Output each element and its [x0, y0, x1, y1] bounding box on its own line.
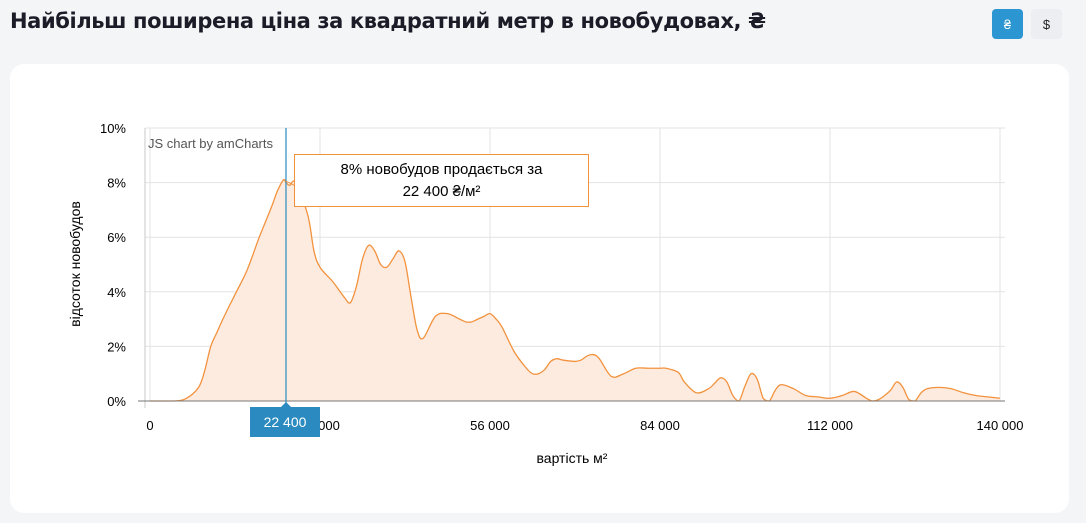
y-tick-labels: 0% 2% 4% 6% 8% 10%: [100, 121, 126, 409]
x-tick-label: 140 000: [977, 418, 1024, 433]
tooltip-pointer: [285, 180, 295, 186]
y-tick-label: 0%: [107, 394, 126, 409]
currency-uah-button[interactable]: ₴: [992, 9, 1023, 39]
series-line: [150, 178, 1001, 402]
x-axis-title: вартість м²: [537, 450, 608, 466]
y-tick-label: 8%: [107, 176, 126, 191]
currency-usd-button[interactable]: $: [1031, 9, 1062, 39]
tooltip: 8% новобудов продається за 22 400 ₴/м²: [294, 154, 589, 207]
axes: [138, 128, 1005, 408]
y-tick-label: 2%: [107, 339, 126, 354]
cursor-x-label: 22 400: [250, 407, 320, 437]
x-tick-label: 84 000: [640, 418, 680, 433]
series-area-fill: [150, 179, 1000, 401]
x-tick-label: 112 000: [807, 418, 853, 433]
y-tick-label: 10%: [100, 121, 126, 136]
area-layer: [150, 178, 1001, 402]
cursor-marker: [280, 402, 292, 408]
y-tick-label: 6%: [107, 230, 126, 245]
tooltip-line-2: 22 400 ₴/м²: [402, 183, 481, 200]
currency-switch: ₴ $: [992, 9, 1062, 39]
chart-card: [10, 64, 1069, 513]
x-tick-label: 56 000: [470, 418, 510, 433]
cursor-layer: [280, 128, 295, 408]
y-axis-title: відсоток новобудов: [67, 201, 83, 327]
y-tick-label: 4%: [107, 285, 126, 300]
chart-credit: JS chart by amCharts: [148, 136, 273, 151]
x-tick-label: 0: [146, 418, 153, 433]
page-title: Найбільш поширена ціна за квадратний мет…: [10, 9, 766, 33]
tooltip-line-1: 8% новобудов продається за: [340, 161, 543, 178]
